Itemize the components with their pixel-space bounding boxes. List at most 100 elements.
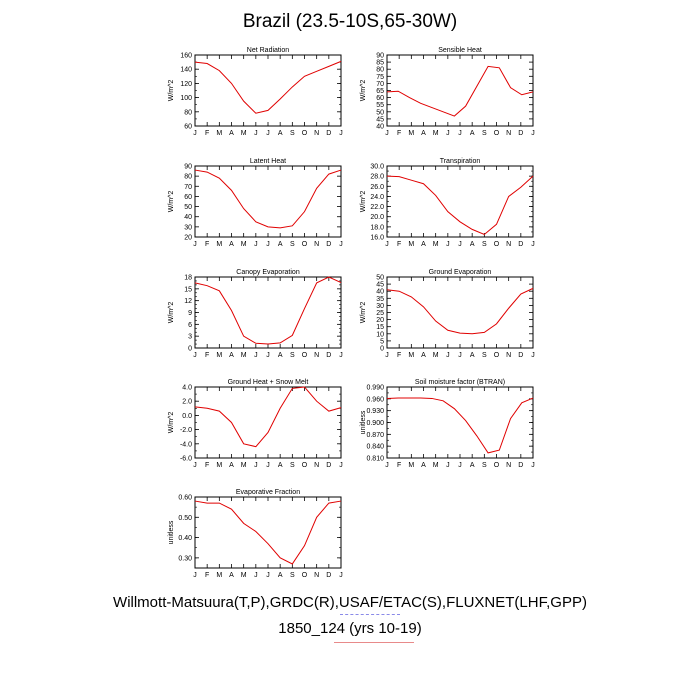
y-tick-label: 20.0 [370, 214, 384, 221]
y-tick-label: 0.30 [178, 555, 192, 562]
y-tick-label: 0.840 [366, 444, 384, 451]
x-tick-label: A [229, 462, 234, 469]
x-tick-label: J [458, 352, 462, 359]
x-tick-label: A [278, 130, 283, 137]
chart-title: Evaporative Fraction [236, 489, 300, 496]
x-tick-label: J [193, 130, 197, 137]
x-tick-label: A [278, 352, 283, 359]
y-tick-label: 40 [184, 214, 192, 221]
series-line [194, 386, 342, 448]
y-tick-label: 45 [376, 116, 384, 123]
x-tick-label: M [216, 462, 222, 469]
y-tick-label: 90 [376, 53, 384, 60]
y-tick-label: 5 [380, 338, 384, 345]
chart-sensible-heat: Sensible Heat W/m^2 4045505560657075808590… [360, 47, 535, 137]
x-tick-label: S [482, 352, 487, 359]
y-axis-label: unitless [168, 520, 175, 544]
x-tick-label: J [254, 352, 258, 359]
data-sources-caption: Willmott-Matsuura(T,P),GRDC(R),USAF/ETAC… [113, 594, 587, 611]
y-tick-label: 35 [376, 296, 384, 303]
x-tick-label: A [470, 130, 475, 137]
y-tick-label: -2.0 [180, 427, 192, 434]
x-tick-label: D [326, 241, 331, 248]
y-tick-label: 0.900 [366, 420, 384, 427]
chart-soil-moisture-factor-btran: Soil moisture factor (BTRAN) unitless 0.81… [360, 379, 535, 469]
x-tick-label: J [193, 241, 197, 248]
x-tick-label: J [254, 130, 258, 137]
x-tick-label: M [408, 130, 414, 137]
x-tick-label: J [446, 130, 450, 137]
x-tick-label: M [241, 130, 247, 137]
x-tick-label: F [205, 462, 209, 469]
y-tick-label: 0.60 [178, 495, 192, 502]
x-tick-label: M [216, 352, 222, 359]
y-axis-label: W/m^2 [360, 80, 367, 102]
x-tick-label: S [482, 130, 487, 137]
x-tick-label: F [397, 241, 401, 248]
series-line [386, 65, 534, 117]
y-tick-label: 45 [376, 282, 384, 289]
x-tick-label: S [290, 241, 295, 248]
x-tick-label: M [216, 241, 222, 248]
y-tick-label: 60 [184, 124, 192, 131]
y-tick-label: 140 [180, 67, 192, 74]
y-tick-label: 0.990 [366, 385, 384, 392]
x-tick-label: J [193, 352, 197, 359]
chart-title: Ground Heat + Snow Melt [228, 379, 309, 386]
chart-title: Latent Heat [250, 158, 286, 165]
x-tick-label: D [326, 462, 331, 469]
x-tick-label: A [421, 130, 426, 137]
x-tick-label: O [302, 352, 308, 359]
x-tick-label: A [278, 572, 283, 579]
y-tick-label: 22.0 [370, 204, 384, 211]
x-tick-label: F [205, 352, 209, 359]
x-tick-label: M [216, 130, 222, 137]
chart-title: Net Radiation [247, 47, 290, 54]
x-tick-label: M [433, 241, 439, 248]
x-tick-label: J [193, 462, 197, 469]
y-tick-label: 80 [376, 67, 384, 74]
x-tick-label: J [266, 572, 270, 579]
x-tick-label: N [314, 572, 319, 579]
x-tick-label: M [408, 241, 414, 248]
y-tick-label: 0.0 [182, 413, 192, 420]
y-axis-label: W/m^2 [168, 412, 175, 434]
y-tick-label: 70 [376, 81, 384, 88]
x-tick-label: D [518, 130, 523, 137]
y-tick-label: 15 [376, 324, 384, 331]
y-tick-label: 18.0 [370, 224, 384, 231]
x-tick-label: D [326, 352, 331, 359]
x-tick-label: J [266, 130, 270, 137]
x-tick-label: O [302, 241, 308, 248]
x-tick-label: O [494, 462, 500, 469]
x-tick-label: J [385, 130, 389, 137]
x-tick-label: A [278, 462, 283, 469]
x-tick-label: F [205, 130, 209, 137]
x-tick-label: M [241, 462, 247, 469]
plot-frame [194, 276, 342, 349]
y-axis-label: unitless [360, 410, 367, 434]
y-axis-label: W/m^2 [168, 191, 175, 213]
x-tick-label: J [458, 130, 462, 137]
x-tick-label: S [290, 462, 295, 469]
x-tick-label: O [494, 130, 500, 137]
y-tick-label: -4.0 [180, 441, 192, 448]
plot-frame [194, 496, 342, 569]
x-tick-label: M [408, 462, 414, 469]
y-tick-label: 80 [184, 174, 192, 181]
y-tick-label: 50 [184, 204, 192, 211]
x-tick-label: J [458, 462, 462, 469]
series-line [194, 60, 342, 114]
x-tick-label: N [314, 130, 319, 137]
x-tick-label: S [290, 352, 295, 359]
y-tick-label: 30 [184, 224, 192, 231]
x-tick-label: N [506, 241, 511, 248]
x-tick-label: A [229, 572, 234, 579]
series-line [386, 397, 534, 454]
y-tick-label: 0.930 [366, 408, 384, 415]
y-tick-label: 18 [184, 275, 192, 282]
x-tick-label: D [326, 130, 331, 137]
y-tick-label: 85 [376, 60, 384, 67]
y-tick-label: 160 [180, 53, 192, 60]
